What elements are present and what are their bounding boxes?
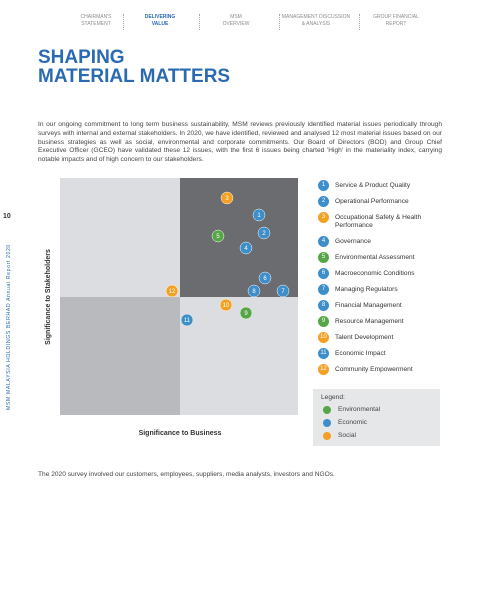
issue-dot-label: 4 bbox=[244, 246, 248, 252]
issue-label: Governance bbox=[335, 238, 371, 245]
legend-swatch bbox=[323, 432, 331, 440]
nav-label: STATEMENT bbox=[81, 20, 111, 27]
issue-number: 8 bbox=[318, 300, 329, 311]
issue-dot-label: 10 bbox=[223, 303, 230, 309]
nav-label: MSM bbox=[230, 14, 242, 20]
issue-dot-label: 5 bbox=[216, 234, 220, 240]
nav-separator bbox=[199, 14, 200, 30]
issue-dot bbox=[257, 226, 271, 240]
issue-dot-label: 8 bbox=[252, 289, 256, 295]
nav-label: REPORT bbox=[385, 20, 407, 27]
issue-number: 2 bbox=[318, 196, 329, 207]
issue-dot bbox=[239, 306, 253, 320]
issue-dot bbox=[276, 284, 290, 298]
issue-label: Economic Impact bbox=[335, 350, 386, 357]
nav-separator bbox=[123, 14, 124, 30]
nav-item[interactable]: GROUP FINANCIAL REPORT bbox=[361, 14, 431, 27]
nav-label: GROUP FINANCIAL bbox=[373, 14, 419, 20]
issue-label: Macroeconomic Conditions bbox=[335, 270, 415, 277]
legend-swatch bbox=[323, 406, 331, 414]
issue-number: 6 bbox=[318, 268, 329, 279]
issue-number: 3 bbox=[318, 212, 329, 223]
issue-dot-label: 7 bbox=[281, 289, 285, 295]
issue-dot-label: 2 bbox=[262, 231, 266, 237]
quadrant bbox=[60, 297, 180, 415]
nav-item[interactable]: DELIVERING VALUE bbox=[125, 14, 195, 27]
issue-dot-label: 12 bbox=[169, 289, 176, 295]
intro: In our ongoing commitment to long term b… bbox=[38, 121, 442, 164]
issue-dot bbox=[239, 241, 253, 255]
issue-label: Resource Management bbox=[335, 318, 404, 325]
title: SHAPING MATERIAL MATTERS bbox=[38, 48, 230, 86]
nav-label: MANAGEMENT DISCUSSION bbox=[281, 14, 351, 20]
issue-dot-label: 3 bbox=[225, 196, 229, 202]
legend-title: Legend: bbox=[321, 394, 345, 401]
issue-label: Financial Management bbox=[335, 302, 402, 309]
issue-number: 11 bbox=[318, 348, 329, 359]
nav-label: CHAIRMAN'S bbox=[80, 14, 112, 20]
quadrant bbox=[60, 178, 180, 297]
nav-label: VALUE bbox=[151, 20, 169, 27]
issue-label: Talent Development bbox=[335, 334, 394, 341]
legend-label: Environmental bbox=[338, 406, 381, 413]
issue-number: 4 bbox=[318, 236, 329, 247]
issue-number: 12 bbox=[318, 364, 329, 375]
issue-number: 7 bbox=[318, 284, 329, 295]
issue-label: Community Empowerment bbox=[335, 366, 413, 373]
issue-number: 9 bbox=[318, 316, 329, 327]
issue-dot-label: 1 bbox=[257, 213, 261, 219]
issue-label: Occupational Safety & Health Performance bbox=[335, 214, 422, 229]
nav-item[interactable]: CHAIRMAN'S STATEMENT bbox=[61, 14, 131, 27]
issue-label: Environmental Assessment bbox=[335, 254, 415, 261]
issue-dot bbox=[211, 229, 225, 243]
issue-dot bbox=[258, 271, 272, 285]
issue-dot bbox=[252, 208, 266, 222]
legend-label: Social bbox=[338, 432, 356, 439]
issue-number: 1 bbox=[318, 180, 329, 191]
nav-label: OVERVIEW bbox=[222, 20, 250, 27]
issue-dot-label: 11 bbox=[184, 318, 191, 324]
issue-dot bbox=[165, 284, 179, 298]
issue-dot bbox=[180, 313, 194, 327]
title-line: SHAPING bbox=[38, 47, 125, 68]
issue-dot-label: 6 bbox=[263, 276, 267, 282]
issue-dot bbox=[247, 284, 261, 298]
nav-label: & ANALYSIS bbox=[301, 20, 331, 27]
issue-number: 10 bbox=[318, 332, 329, 343]
footnote: The 2020 survey involved our customers, … bbox=[38, 471, 335, 478]
nav-label: DELIVERING bbox=[144, 14, 176, 20]
legend-swatch bbox=[323, 419, 331, 427]
issue-dot-label: 9 bbox=[244, 311, 248, 317]
y-label: Significance to Stakeholders bbox=[45, 249, 52, 345]
legend: Legend: Environmental Economic Social bbox=[313, 389, 440, 446]
issue-dot bbox=[219, 298, 233, 312]
nav-separator bbox=[279, 14, 280, 30]
issue-label: Operational Performance bbox=[335, 198, 409, 205]
issue-dot bbox=[220, 191, 234, 205]
quadrant bbox=[180, 297, 298, 415]
title-line: MATERIAL MATTERS bbox=[38, 66, 231, 87]
legend-label: Economic bbox=[338, 419, 367, 426]
issue-label: Managing Regulators bbox=[335, 286, 398, 293]
issue-number: 5 bbox=[318, 252, 329, 263]
issue-label: Service & Product Quality bbox=[335, 182, 411, 189]
page-number: 10 bbox=[3, 213, 11, 220]
quadrant bbox=[180, 178, 298, 297]
x-label: Significance to Business bbox=[139, 430, 222, 437]
nav-item[interactable]: MSM OVERVIEW bbox=[201, 14, 271, 27]
nav-item[interactable]: MANAGEMENT DISCUSSION & ANALYSIS bbox=[281, 14, 351, 27]
nav-separator bbox=[359, 14, 360, 30]
